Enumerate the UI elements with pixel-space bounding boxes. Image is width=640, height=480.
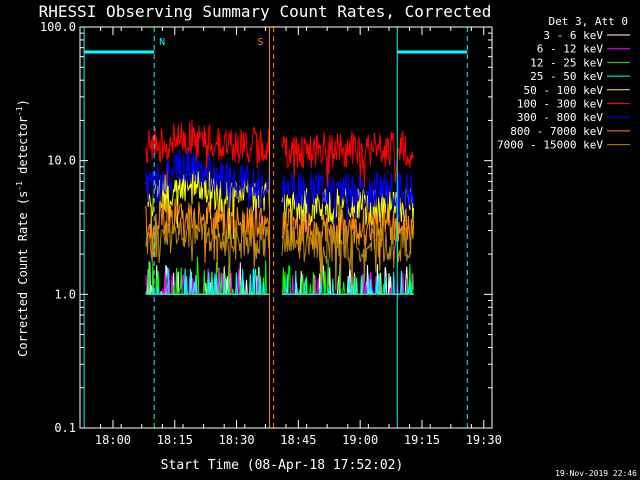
chart-title: RHESSI Observing Summary Count Rates, Co… xyxy=(39,2,492,21)
y-tick-label-3: 100.0 xyxy=(40,20,76,34)
y-tick-label-1: 1.0 xyxy=(54,287,76,301)
series-3-segment-1 xyxy=(281,270,414,295)
legend-label-3: 25 - 50 keV xyxy=(530,70,603,83)
series-5 xyxy=(145,119,415,188)
y-axis-label: Corrected Count Rate (s-1 detector-1) xyxy=(15,99,30,357)
series-8-segment-1 xyxy=(281,224,415,291)
legend-header: Det 3, Att 0 xyxy=(549,15,628,28)
y-axis-label-sup1: -1 xyxy=(15,181,24,191)
x-tick-label-3: 18:45 xyxy=(280,433,316,447)
legend-label-1: 6 - 12 keV xyxy=(537,43,604,56)
x-axis-label: Start Time (08-Apr-18 17:52:02) xyxy=(161,458,404,473)
footer-timestamp: 19-Nov-2019 22:46 xyxy=(555,469,637,478)
annotation-S: S xyxy=(258,37,264,48)
series-6-segment-0 xyxy=(145,149,270,226)
annotation-N: N xyxy=(159,37,165,48)
series-5-segment-1 xyxy=(281,129,415,188)
y-axis-label-part1: Corrected Count Rate (s xyxy=(16,191,30,357)
legend-label-0: 3 - 6 keV xyxy=(543,29,603,42)
legend-label-4: 50 - 100 keV xyxy=(524,84,604,97)
x-tick-label-5: 19:15 xyxy=(404,433,440,447)
y-axis: 0.1 1.0 10.0 100.0 xyxy=(40,20,492,435)
x-tick-label-6: 19:30 xyxy=(466,433,502,447)
y-tick-label-2: 10.0 xyxy=(47,154,76,168)
x-tick-label-1: 18:15 xyxy=(157,433,193,447)
y-tick-label-0: 0.1 xyxy=(54,421,76,435)
legend-label-2: 12 - 25 keV xyxy=(530,56,603,69)
series-6-segment-1 xyxy=(281,170,415,238)
series-3 xyxy=(145,267,414,295)
y-axis-label-part3: ) xyxy=(16,99,30,106)
series-8 xyxy=(145,211,415,291)
y-axis-label-sup2: -1 xyxy=(15,106,24,116)
series-8-segment-0 xyxy=(145,211,270,280)
y-axis-label-part2: detector xyxy=(16,116,30,181)
legend-label-6: 300 - 800 keV xyxy=(517,111,603,124)
x-tick-label-4: 19:00 xyxy=(342,433,378,447)
series-5-segment-0 xyxy=(145,119,270,180)
legend-label-5: 100 - 300 keV xyxy=(517,98,603,111)
x-axis: 18:00 18:15 18:30 18:45 19:00 19:15 19:30 xyxy=(79,27,502,447)
x-tick-label-0: 18:00 xyxy=(95,433,131,447)
x-tick-label-2: 18:30 xyxy=(218,433,254,447)
series-6 xyxy=(145,149,415,238)
legend-label-7: 800 - 7000 keV xyxy=(510,125,603,138)
series-3-segment-0 xyxy=(145,267,270,295)
legend-label-8: 7000 - 15000 keV xyxy=(497,139,603,152)
